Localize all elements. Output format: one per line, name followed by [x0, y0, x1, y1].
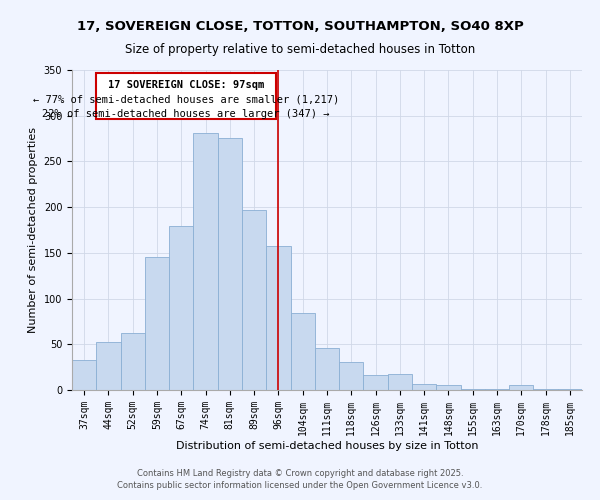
Bar [121, 334, 145, 390]
Bar [339, 362, 364, 390]
Bar [388, 374, 412, 390]
Bar [364, 376, 388, 390]
Y-axis label: Number of semi-detached properties: Number of semi-detached properties [28, 127, 38, 333]
Bar [485, 389, 509, 390]
Bar [290, 313, 315, 390]
Text: 17, SOVEREIGN CLOSE, TOTTON, SOUTHAMPTON, SO40 8XP: 17, SOVEREIGN CLOSE, TOTTON, SOUTHAMPTON… [77, 20, 523, 33]
Text: 22% of semi-detached houses are larger (347) →: 22% of semi-detached houses are larger (… [43, 110, 330, 120]
FancyBboxPatch shape [96, 72, 276, 120]
Text: 17 SOVEREIGN CLOSE: 97sqm: 17 SOVEREIGN CLOSE: 97sqm [108, 80, 264, 90]
Bar [169, 226, 193, 390]
Bar [315, 348, 339, 390]
Bar [145, 258, 169, 390]
Bar [436, 384, 461, 390]
Bar [72, 360, 96, 390]
Text: Size of property relative to semi-detached houses in Totton: Size of property relative to semi-detach… [125, 42, 475, 56]
Bar [266, 246, 290, 390]
Bar [96, 342, 121, 390]
Bar [193, 133, 218, 390]
X-axis label: Distribution of semi-detached houses by size in Totton: Distribution of semi-detached houses by … [176, 440, 478, 450]
Bar [461, 389, 485, 390]
Text: Contains HM Land Registry data © Crown copyright and database right 2025.
Contai: Contains HM Land Registry data © Crown c… [118, 468, 482, 490]
Bar [533, 389, 558, 390]
Bar [558, 389, 582, 390]
Bar [218, 138, 242, 390]
Text: ← 77% of semi-detached houses are smaller (1,217): ← 77% of semi-detached houses are smalle… [33, 94, 339, 104]
Bar [412, 384, 436, 390]
Bar [242, 210, 266, 390]
Bar [509, 386, 533, 390]
